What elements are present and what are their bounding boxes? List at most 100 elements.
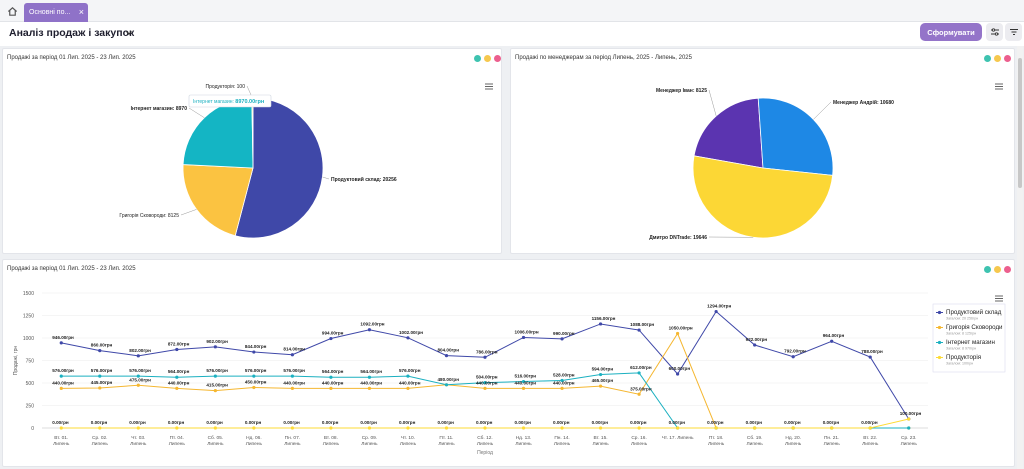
data-point[interactable] (213, 426, 217, 430)
data-point[interactable] (290, 386, 294, 390)
data-point[interactable] (59, 374, 63, 378)
data-point[interactable] (98, 426, 102, 430)
data-point[interactable] (406, 374, 410, 378)
data-point[interactable] (714, 426, 718, 430)
data-point[interactable] (791, 355, 795, 359)
data-point[interactable] (367, 375, 372, 379)
legend-entry[interactable]: Продукторія (946, 354, 981, 361)
settings-button[interactable] (986, 23, 1003, 41)
data-point[interactable] (213, 374, 217, 378)
series-line[interactable] (61, 310, 910, 420)
dot-pink-icon[interactable] (1004, 266, 1011, 273)
data-point[interactable] (59, 426, 63, 430)
data-point[interactable] (329, 336, 333, 341)
data-point[interactable] (714, 309, 718, 314)
pie-slice[interactable] (757, 97, 834, 176)
hamburger-menu-icon[interactable] (485, 83, 493, 90)
pie-slice[interactable] (182, 97, 254, 169)
data-point[interactable] (290, 374, 294, 378)
legend-entry[interactable]: Продуктовий склад (946, 309, 1002, 316)
data-point[interactable] (136, 374, 140, 378)
data-point[interactable] (213, 389, 217, 393)
data-point[interactable] (367, 426, 372, 430)
data-point[interactable] (830, 426, 834, 430)
tab-main[interactable]: Основні по... × (24, 3, 88, 22)
data-point[interactable] (175, 426, 179, 430)
data-point[interactable] (406, 426, 410, 430)
hamburger-menu-icon[interactable] (995, 83, 1003, 90)
page-scrollbar[interactable] (1017, 46, 1023, 469)
data-point[interactable] (521, 335, 526, 340)
data-point[interactable] (175, 386, 179, 390)
pie-slice[interactable] (692, 155, 834, 239)
data-point[interactable] (252, 350, 256, 354)
data-point[interactable] (59, 341, 63, 345)
data-point[interactable] (444, 426, 449, 430)
data-point[interactable] (483, 426, 487, 430)
data-point[interactable] (290, 426, 294, 430)
data-point[interactable] (175, 375, 179, 379)
data-point[interactable] (444, 383, 449, 387)
data-point[interactable] (868, 355, 872, 359)
data-point[interactable] (290, 353, 294, 357)
dot-yellow-icon[interactable] (484, 55, 491, 62)
data-point[interactable] (637, 426, 641, 430)
data-point[interactable] (560, 337, 564, 341)
home-button[interactable] (4, 3, 21, 20)
data-point[interactable] (676, 331, 680, 336)
data-point[interactable] (329, 386, 333, 390)
scrollbar-thumb[interactable] (1018, 58, 1022, 188)
data-point[interactable] (521, 386, 526, 390)
legend-entry[interactable]: Інтернет магазин (946, 339, 995, 346)
data-point[interactable] (483, 355, 487, 359)
data-point[interactable] (98, 349, 102, 353)
tab-close-icon[interactable]: × (78, 7, 84, 17)
data-point[interactable] (136, 383, 140, 387)
data-point[interactable] (329, 375, 333, 379)
filter-button[interactable] (1005, 23, 1022, 41)
data-point[interactable] (252, 385, 256, 390)
dot-yellow-icon[interactable] (994, 55, 1001, 62)
data-point[interactable] (98, 386, 102, 390)
dot-teal-icon[interactable] (474, 55, 481, 62)
data-point[interactable] (213, 345, 217, 349)
dot-teal-icon[interactable] (984, 266, 991, 273)
data-point[interactable] (521, 426, 526, 430)
data-point[interactable] (637, 371, 641, 375)
data-point[interactable] (791, 426, 795, 430)
data-point[interactable] (676, 426, 680, 430)
data-point[interactable] (329, 426, 333, 430)
data-point[interactable] (598, 426, 603, 430)
dot-teal-icon[interactable] (984, 55, 991, 62)
data-point[interactable] (98, 374, 102, 378)
hamburger-menu-icon[interactable] (995, 295, 1003, 302)
dot-pink-icon[interactable] (494, 55, 501, 62)
data-point[interactable] (560, 426, 564, 430)
data-point[interactable] (753, 343, 757, 347)
data-point[interactable] (560, 378, 564, 383)
dot-yellow-icon[interactable] (994, 266, 1001, 273)
data-point[interactable] (406, 386, 410, 390)
data-point[interactable] (483, 386, 487, 390)
data-point[interactable] (830, 339, 834, 343)
data-point[interactable] (136, 354, 140, 358)
data-point[interactable] (637, 392, 641, 396)
data-point[interactable] (868, 426, 872, 430)
data-point[interactable] (907, 426, 911, 430)
data-point[interactable] (483, 381, 487, 385)
data-point[interactable] (136, 426, 140, 430)
data-point[interactable] (598, 384, 603, 388)
data-point[interactable] (252, 374, 256, 378)
data-point[interactable] (637, 328, 641, 332)
data-point[interactable] (175, 347, 179, 352)
pie-slice[interactable] (234, 97, 324, 239)
data-point[interactable] (59, 386, 63, 390)
generate-button[interactable]: Сформувати (920, 23, 982, 41)
legend-entry[interactable]: Григорія Сковороди (946, 324, 1003, 331)
data-point[interactable] (367, 386, 372, 390)
data-point[interactable] (444, 354, 449, 358)
data-point[interactable] (753, 426, 757, 430)
data-point[interactable] (560, 386, 564, 390)
data-point[interactable] (598, 372, 603, 377)
data-point[interactable] (367, 328, 372, 332)
